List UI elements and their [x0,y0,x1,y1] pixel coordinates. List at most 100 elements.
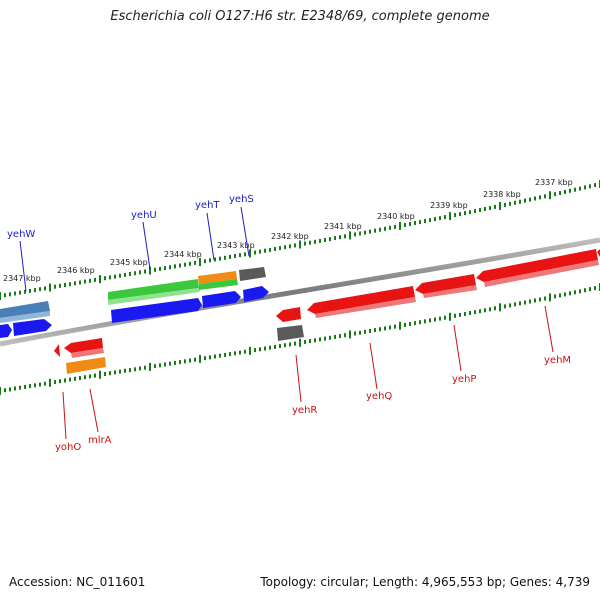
gene-blue-arrow-4[interactable] [202,291,241,308]
lower-scale-minor-tick [469,311,471,315]
upper-scale-minor-tick [174,264,176,269]
gene-yohO[interactable] [54,344,60,357]
lower-scale-minor-tick [354,331,356,336]
lower-scale-minor-tick [9,387,11,392]
upper-scale-minor-tick [269,247,271,252]
upper-scale-minor-tick [419,220,421,225]
gene-yehM-next[interactable] [597,249,600,257]
upper-scale-major-tick [149,266,151,275]
upper-scale-major-tick [199,258,201,267]
lower-scale-minor-tick [434,317,436,322]
lower-scale-minor-tick [519,301,521,306]
gene-yehM[interactable] [476,249,598,282]
scale-track-upper [0,180,600,300]
lower-scale-minor-tick [514,302,516,307]
gene-yehU[interactable] [108,279,199,300]
gene-yehR-gray[interactable] [277,325,304,341]
gene-yehS[interactable] [239,267,266,281]
upper-scale-minor-tick [264,248,266,253]
lower-scale-minor-tick [464,312,466,316]
upper-scale-minor-tick [454,213,456,218]
gene-yehP[interactable] [415,274,476,294]
lower-scale-minor-tick [439,316,441,321]
lower-scale-major-tick [249,346,251,355]
lower-scale-minor-tick [594,286,596,291]
lower-scale-minor-tick [524,300,526,305]
upper-scale-minor-tick [154,267,156,272]
gene-leaders [19,206,554,440]
upper-scale-minor-tick [209,258,211,263]
lower-scale-major-tick [499,303,501,312]
lower-scale-minor-tick [544,296,546,301]
upper-scale-minor-tick [574,187,576,192]
upper-scale-minor-tick [54,284,56,289]
upper-scale-minor-tick [164,266,166,271]
lower-scale-major-tick [199,354,201,363]
lower-scale-minor-tick [234,351,236,356]
upper-scale-major-tick [49,283,51,292]
lower-scale-minor-tick [479,309,481,314]
gene-yehR[interactable] [276,307,301,322]
gene-yehT[interactable] [198,271,237,284]
upper-scale-minor-tick [594,183,596,188]
gene-blue-arrow-3[interactable] [111,298,202,323]
gene-red-small[interactable] [64,338,103,353]
upper-scale-minor-tick [69,282,71,287]
lower-scale-minor-tick [304,339,306,344]
upper-scale-minor-tick [569,188,571,193]
gene-yehQ-shade[interactable] [315,297,416,318]
lower-scale-minor-tick [279,344,281,348]
gene-yehW-lower-part[interactable] [0,311,50,323]
gene-yehT-shade[interactable] [199,279,238,290]
upper-scale-minor-tick [214,257,216,262]
gene-yehU-shade[interactable] [108,288,200,305]
leader-yehM [544,305,554,353]
lower-scale-minor-tick [54,380,56,384]
lower-scale-minor-tick [344,333,346,338]
upper-scale-minor-tick [459,212,461,217]
gene-red-small-shade[interactable] [71,348,104,358]
gene-yehP-shade[interactable] [423,285,477,298]
gene-yehQ[interactable] [307,286,415,314]
lower-scale-minor-tick [579,289,581,294]
gene-yehW[interactable] [0,301,50,318]
gene-blue-arrow-2[interactable] [13,319,52,336]
upper-scale-minor-tick [374,228,376,233]
upper-scale-minor-tick [384,226,386,231]
lower-scale-minor-tick [474,310,476,315]
lower-scale-minor-tick [319,337,321,342]
upper-scale-minor-tick [134,271,136,276]
lower-scale-minor-tick [29,384,31,389]
leader-yehP [453,324,462,372]
lower-scale-minor-tick [484,308,486,313]
upper-scale-minor-tick [109,275,111,280]
gene-blue-arrow-1[interactable] [0,324,12,338]
lower-scale-minor-tick [24,384,26,389]
gene-blue-arrow-5[interactable] [243,286,269,302]
lower-scale-minor-tick [219,353,221,358]
lower-scale-minor-tick [329,335,331,340]
label-yehQ: yehQ [366,391,392,402]
upper-scale-minor-tick [204,259,206,264]
lower-scale-minor-tick [584,288,586,293]
upper-scale-minor-tick [94,277,96,282]
gene-mlrA[interactable] [66,357,106,374]
tick-label-2345: 2345 kbp [110,258,148,267]
lower-scale-minor-tick [504,304,506,309]
upper-scale-minor-tick [179,263,181,268]
lower-scale-minor-tick [374,328,376,333]
lower-scale-minor-tick [379,327,381,332]
label-yehW: yehW [7,229,35,240]
lower-scale-minor-tick [529,299,531,304]
upper-scale-minor-tick [189,261,191,266]
reverse-strand-genes [54,249,600,374]
upper-scale-minor-tick [514,200,516,205]
leader-yehU [142,221,151,270]
genome-backbone [0,237,600,347]
lower-scale-minor-tick [139,366,141,371]
upper-scale-minor-tick [509,201,511,206]
label-mlrA: mlrA [88,435,112,446]
lower-scale-minor-tick [384,326,386,331]
lower-scale-minor-tick [89,374,91,379]
gene-yehM-shade[interactable] [484,260,599,287]
